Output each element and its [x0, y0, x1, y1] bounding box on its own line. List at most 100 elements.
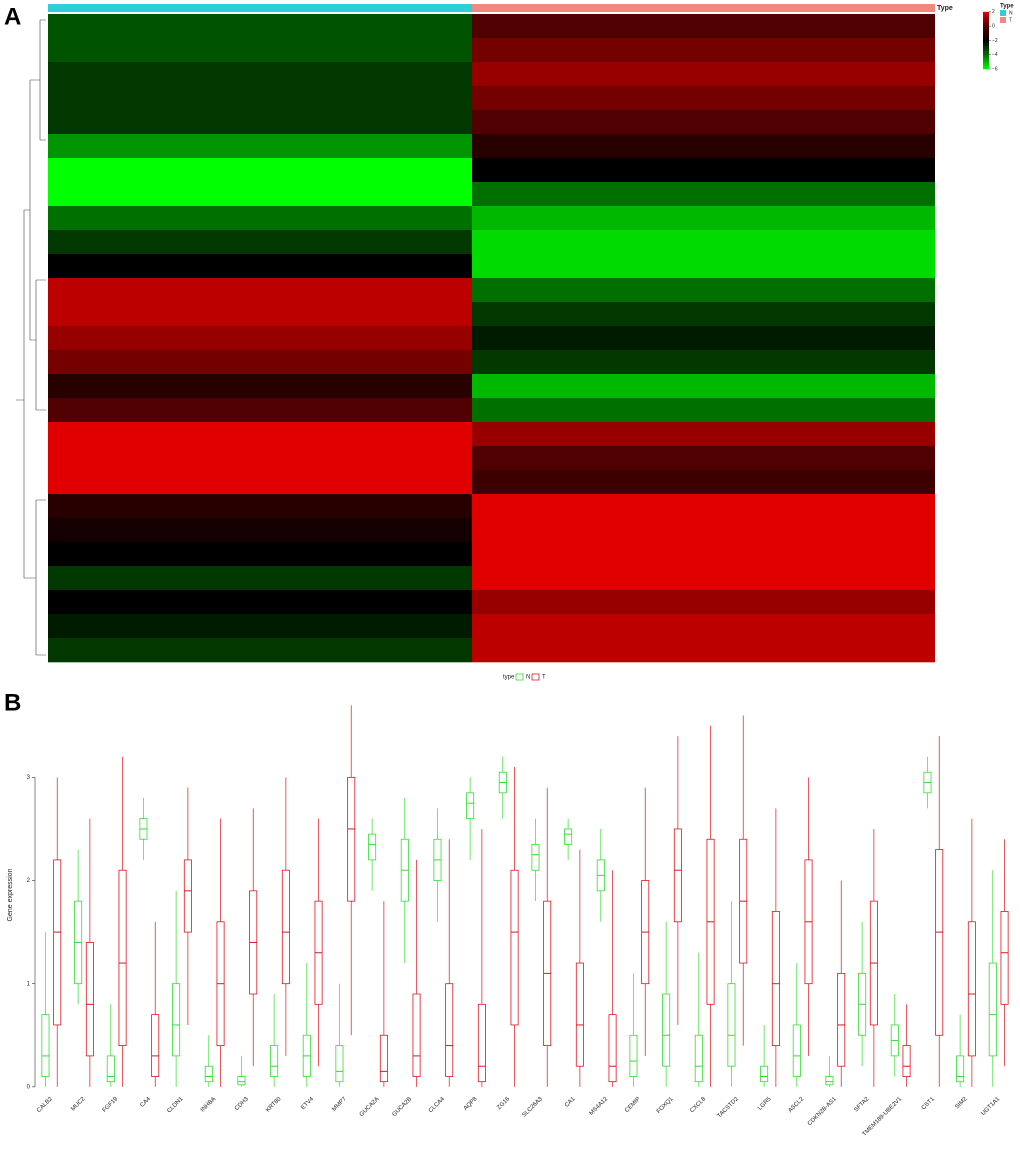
box: [379, 1034, 388, 1083]
box: [477, 1003, 486, 1083]
colorbar-segment: [983, 36, 989, 39]
heatmap-cell: [472, 278, 935, 303]
heatmap-cell: [472, 542, 935, 567]
colorbar-segment: [983, 24, 989, 27]
box: [53, 859, 62, 1026]
box: [825, 1076, 834, 1086]
x-tick-label: ZG16: [496, 1096, 511, 1111]
colorbar-segment: [983, 67, 989, 70]
box: [151, 1014, 160, 1077]
x-tick-label: MMP7: [331, 1096, 348, 1113]
heatmap-cell: [48, 158, 472, 183]
heatmap-cell: [472, 38, 935, 63]
heatmap-cell: [48, 542, 472, 567]
legend-title: Type: [1000, 4, 1014, 10]
box: [412, 993, 421, 1077]
colorbar-segment: [983, 15, 989, 18]
heatmap-cell: [472, 110, 935, 135]
heatmap-cell: [48, 230, 472, 255]
dendrogram: [16, 19, 46, 656]
heatmap-cell: [472, 638, 935, 663]
x-tick-label: CEMIP: [624, 1096, 642, 1114]
colorbar-segment: [983, 29, 989, 32]
colorbar-segment: [983, 44, 989, 47]
annotation-cell: [48, 4, 472, 12]
heatmap-cell: [472, 494, 935, 519]
colorbar-segment: [983, 35, 989, 38]
x-tick-label: GUCA2A: [359, 1096, 381, 1118]
heatmap-cell: [472, 86, 935, 111]
heatmap-cell: [472, 134, 935, 159]
legend-swatch: [1000, 10, 1006, 16]
heatmap-cell: [472, 230, 935, 255]
box: [1000, 911, 1009, 1005]
x-tick-label: FOXQ1: [656, 1096, 675, 1115]
colorbar-segment: [983, 19, 989, 22]
box: [673, 828, 682, 923]
box: [608, 1014, 617, 1083]
box: [335, 1045, 344, 1083]
x-tick-label: ASCL2: [788, 1096, 806, 1114]
heatmap-cell: [472, 566, 935, 591]
x-tick-label: KRT80: [265, 1096, 283, 1114]
heatmap-cell: [48, 110, 472, 135]
heatmap-cell: [472, 62, 935, 87]
heatmap-cell: [48, 134, 472, 159]
box: [183, 859, 192, 933]
box: [204, 1065, 213, 1083]
x-tick-label: FGF19: [102, 1096, 120, 1114]
x-tick-label: UGT1A1: [980, 1096, 1001, 1117]
heatmap-cell: [472, 350, 935, 375]
box: [792, 1024, 801, 1077]
heatmap-cell: [48, 14, 472, 39]
colorbar-tick-label: −6: [992, 66, 998, 72]
legend-label: T: [1009, 17, 1012, 23]
heatmap-cell: [48, 398, 472, 423]
heatmap-cell: [472, 518, 935, 543]
box: [510, 869, 519, 1026]
x-tick-label: ETV4: [300, 1096, 315, 1111]
colorbar-segment: [983, 58, 989, 61]
heatmap-cell: [472, 206, 935, 231]
colorbar-segment: [983, 54, 989, 57]
x-tick-label: SLC26A3: [521, 1096, 544, 1119]
box: [466, 792, 475, 820]
box: [41, 1014, 50, 1077]
box: [368, 833, 377, 861]
box: [771, 911, 780, 1046]
colorbar-segment: [983, 42, 989, 45]
box: [270, 1045, 279, 1077]
heatmap-cell: [48, 302, 472, 327]
colorbar-segment: [983, 45, 989, 48]
x-tick-label: CXCL8: [689, 1096, 707, 1114]
colorbar-segment: [983, 40, 989, 43]
heatmap-cell: [48, 446, 472, 471]
colorbar-segment: [983, 51, 989, 54]
heatmap-cell: [472, 398, 935, 423]
box: [760, 1065, 769, 1083]
y-tick-label: 2: [27, 878, 31, 884]
colorbar-segment: [983, 26, 989, 29]
box: [85, 942, 94, 1057]
heatmap-cell: [48, 62, 472, 87]
heatmap-cell: [472, 158, 935, 183]
box: [727, 983, 736, 1067]
x-tick-label: MS4A12: [589, 1096, 610, 1117]
heatmap-cell: [48, 350, 472, 375]
box: [281, 869, 290, 985]
colorbar-segment: [983, 13, 989, 16]
box: [902, 1045, 911, 1077]
annotation-label: Type: [937, 5, 953, 12]
box: [172, 983, 181, 1057]
box: [988, 962, 997, 1057]
x-tick-label: AQP8: [463, 1096, 479, 1112]
colorbar-segment: [983, 47, 989, 50]
box: [629, 1034, 638, 1077]
y-axis-label: Gene expression: [7, 868, 14, 921]
heatmap-cell: [472, 422, 935, 447]
colorbar-segment: [983, 38, 989, 41]
heatmap-cell: [48, 38, 472, 63]
heatmap-cell: [472, 590, 935, 615]
